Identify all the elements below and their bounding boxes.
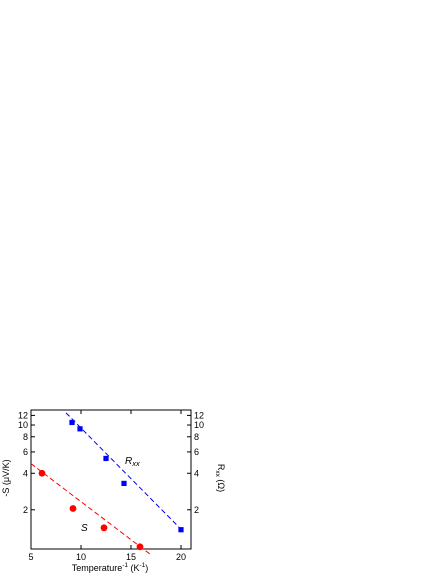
y-tick-label-right: 4 <box>194 468 199 478</box>
point-s <box>69 505 77 512</box>
point-s <box>100 524 108 532</box>
point-rxx <box>178 527 184 533</box>
y-tick-label-left: 12 <box>18 410 28 420</box>
plot-frame <box>30 409 192 550</box>
x-axis-label: Temperature-1 (K-1) <box>72 562 149 573</box>
fit-line-rxx <box>65 412 184 532</box>
y-tick-label-left: 8 <box>23 432 28 442</box>
series-label-rxx: Rxx <box>125 456 140 468</box>
series-labels: S Rxx <box>81 456 140 534</box>
y-tick-label-left: 2 <box>23 505 28 515</box>
y-tick-label-right: 12 <box>194 410 204 420</box>
x-tick-label: 15 <box>126 552 136 562</box>
x-tick-label: 10 <box>76 552 86 562</box>
fit-lines <box>30 412 184 556</box>
fit-line-s <box>30 463 152 556</box>
point-s <box>136 543 144 551</box>
x-tick-label: 20 <box>176 552 186 562</box>
point-rxx <box>103 455 109 462</box>
point-rxx <box>69 419 75 426</box>
x-axis: 5 10 15 20 <box>28 410 186 562</box>
y-tick-label-right: 2 <box>194 505 199 515</box>
x-tick-label: 5 <box>28 552 33 562</box>
y-tick-label-left: 10 <box>18 420 28 430</box>
point-rxx <box>121 480 127 487</box>
series-label-s: S <box>81 523 88 534</box>
y-tick-label-right: 8 <box>194 432 199 442</box>
y-tick-label-right: 6 <box>194 447 199 457</box>
y-tick-label-right: 10 <box>194 420 204 430</box>
y-axis-left-label: -S (μV/K) <box>1 459 11 496</box>
y-axis-right-label: Rxx (Ω) <box>214 464 226 492</box>
y-tick-label-left: 6 <box>23 447 28 457</box>
data-points <box>38 419 184 551</box>
point-rxx <box>77 426 83 432</box>
point-s <box>38 469 46 477</box>
y-tick-label-left: 4 <box>23 468 28 478</box>
